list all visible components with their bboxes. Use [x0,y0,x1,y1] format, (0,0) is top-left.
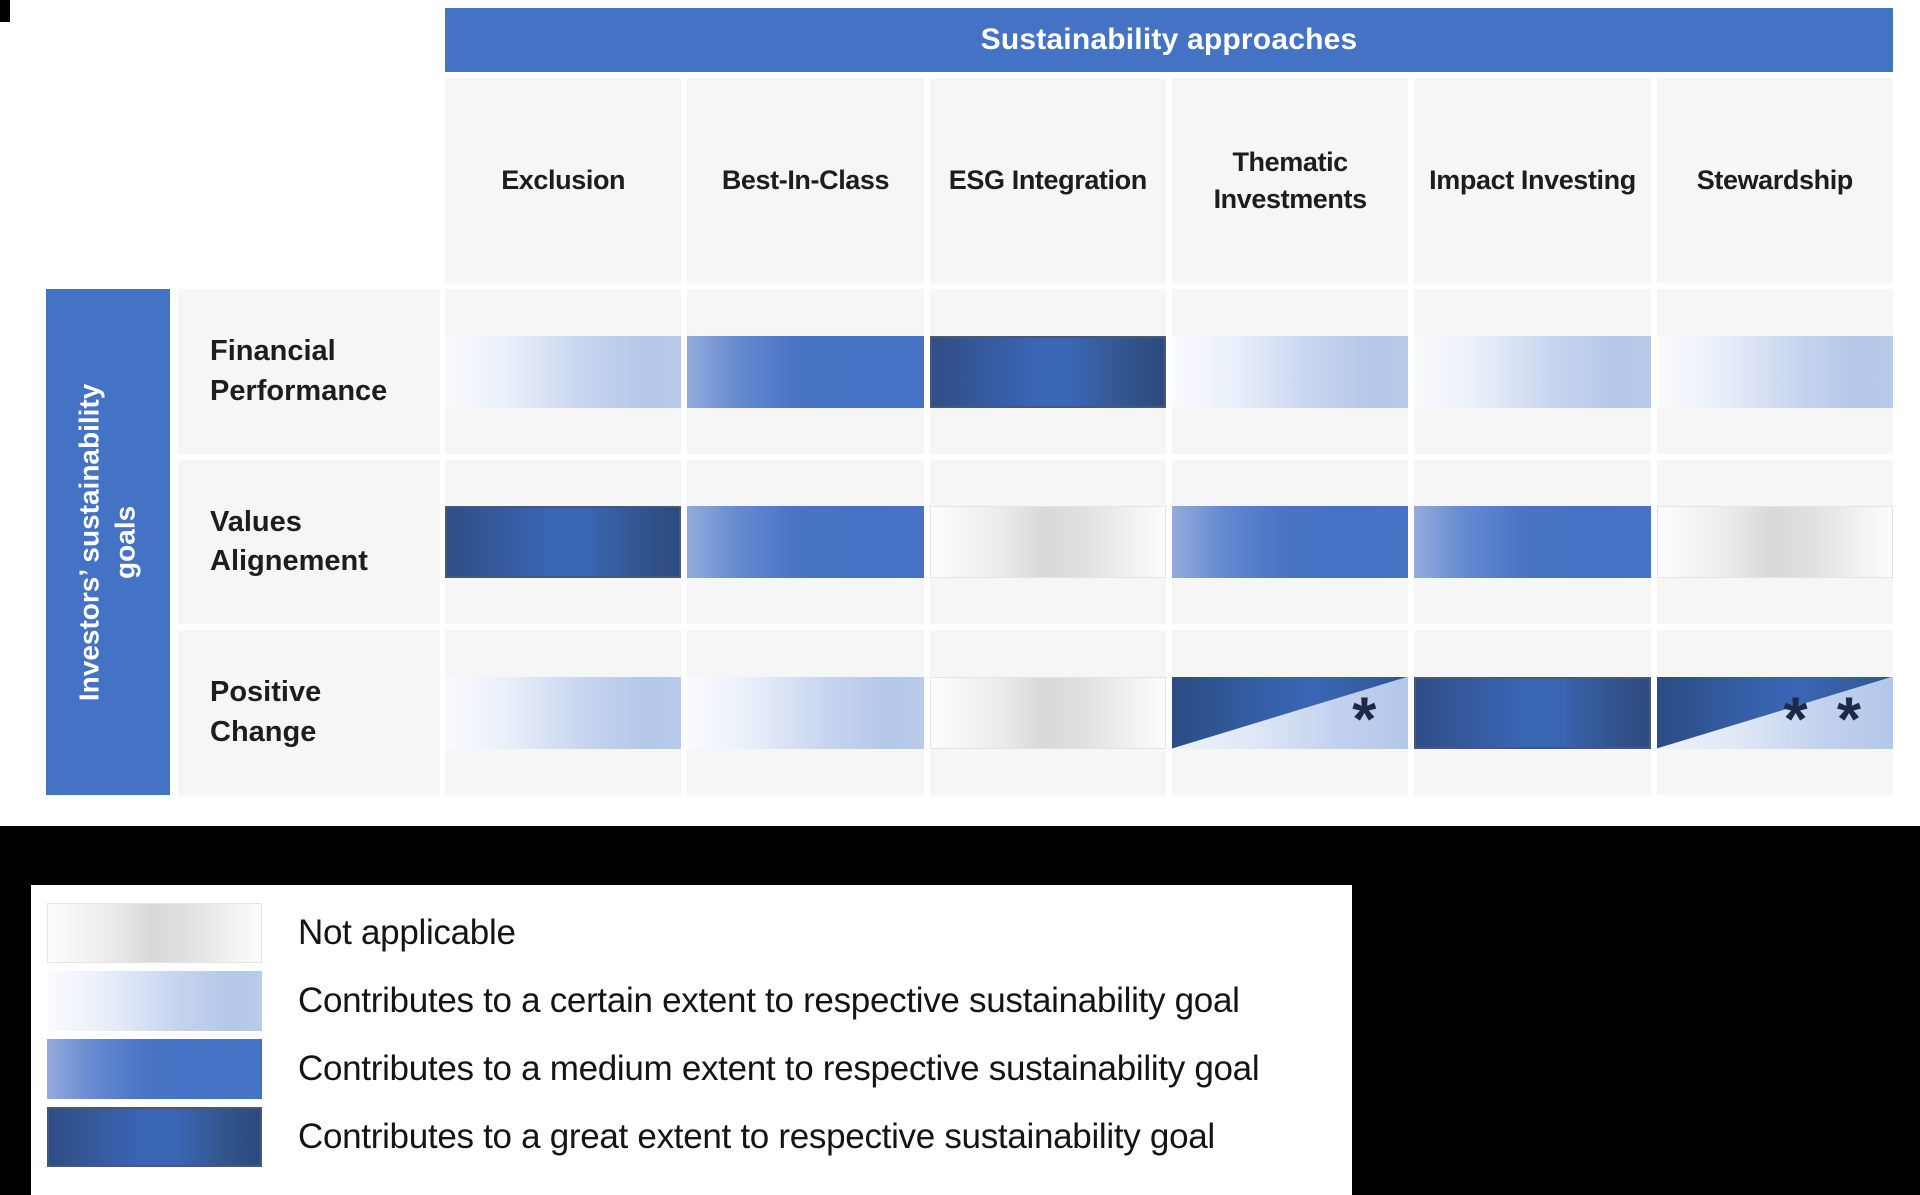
column-header-label: Thematic Investments [1213,147,1368,214]
row-label: Financial Performance [210,335,388,407]
column-header-cell-3: Thematic Investments [1171,78,1409,283]
extent-bar-split_great_certain_double [1656,676,1893,749]
matrix-cell-r1-c2 [929,460,1166,624]
matrix-cell-r1-c5 [1656,460,1893,624]
matrix-cell-r1-c4 [1414,460,1651,624]
matrix-cell-r2-c2 [929,630,1166,795]
extent-bar-not_applicable [929,506,1166,578]
column-axis-header: Sustainability approaches [445,8,1893,72]
row-label-cell-2: Positive Change [178,630,440,795]
matrix-cell-r1-c1 [687,460,924,624]
legend-row-2: Contributes to a medium extent to respec… [31,1035,1352,1103]
legend-label: Not applicable [298,913,516,952]
legend-swatch-medium [47,1039,262,1099]
legend: Not applicable Contributes to a certain e… [31,885,1352,1195]
corner-artifact [0,0,10,22]
row-label: Positive Change [210,676,322,748]
legend-row-1: Contributes to a certain extent to respe… [31,967,1352,1035]
matrix-cell-r0-c1 [687,289,924,454]
extent-bar-medium [1171,506,1409,578]
extent-bar-medium [687,335,924,408]
matrix-cell-r2-c4 [1414,630,1651,795]
extent-bar-split_great_certain_single [1171,676,1409,749]
extent-bar-certain [445,335,682,408]
extent-bar-certain [687,676,924,749]
matrix-cell-r0-c0 [445,289,682,454]
column-headers: Exclusion Best-In-Class ESG Integration The… [445,78,1893,283]
column-header-cell-2: ESG Integration [929,78,1166,283]
asterisk-marker: * [1352,684,1383,754]
matrix-cell-r0-c4 [1414,289,1651,454]
matrix-cell-r1-c0 [445,460,682,624]
column-header-label: Stewardship [1696,165,1854,196]
extent-bar-great [929,335,1166,408]
legend-label: Contributes to a great extent to respect… [298,1117,1215,1156]
legend-label: Contributes to a certain extent to respe… [298,981,1240,1020]
extent-bar-certain [1171,335,1409,408]
extent-bar-not_applicable [929,676,1166,749]
column-header-label: Best-In-Class [721,165,890,196]
legend-swatch-certain [47,971,262,1031]
matrix-cell-r0-c5 [1656,289,1893,454]
extent-bar-great [445,506,682,578]
matrix-cell-r2-c3: * [1171,630,1409,795]
extent-bar-medium [687,506,924,578]
matrix-cell-r0-c2 [929,289,1166,454]
column-axis-title: Sustainability approaches [980,23,1358,56]
extent-bar-great [1414,676,1651,749]
legend-row-3: Contributes to a great extent to respect… [31,1103,1352,1171]
extent-bar-certain [1656,335,1893,408]
matrix-cells: * * * [445,289,1893,795]
matrix-cell-r2-c0 [445,630,682,795]
asterisk-marker: * * [1783,684,1867,754]
column-header-cell-0: Exclusion [445,78,682,283]
matrix-cell-r1-c3 [1171,460,1409,624]
row-label-cell-1: Values Alignement [178,460,440,624]
legend-row-0: Not applicable [31,899,1352,967]
matrix-cell-r2-c5: * * [1656,630,1893,795]
legend-swatch-not_applicable [47,903,262,963]
column-header-label: Impact Investing [1429,165,1636,196]
column-header-label: Exclusion [501,165,626,196]
row-axis-title: Investors’ sustainability goals [73,383,142,701]
column-header-label: ESG Integration [948,165,1147,196]
extent-bar-medium [1414,506,1651,578]
row-label: Values Alignement [210,505,368,577]
row-axis-header: Investors’ sustainability goals [46,289,170,795]
row-labels: Financial Performance Values Alignement Po… [178,289,440,795]
matrix-cell-r2-c1 [687,630,924,795]
column-header-cell-5: Stewardship [1656,78,1893,283]
legend-swatch-great [47,1107,262,1167]
column-header-cell-4: Impact Investing [1414,78,1651,283]
legend-label: Contributes to a medium extent to respec… [298,1049,1260,1088]
extent-bar-not_applicable [1656,506,1893,578]
column-header-cell-1: Best-In-Class [687,78,924,283]
row-label-cell-0: Financial Performance [178,289,440,454]
extent-bar-certain [1414,335,1651,408]
extent-bar-certain [445,676,682,749]
matrix-cell-r0-c3 [1171,289,1409,454]
